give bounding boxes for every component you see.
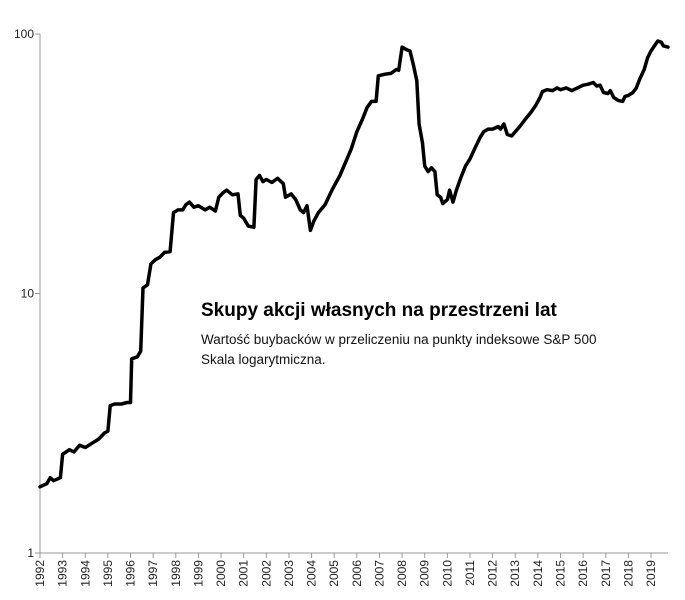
y-tick-label: 10 (21, 287, 35, 301)
x-tick-label: 2005 (327, 560, 341, 587)
x-tick-label: 1999 (191, 560, 205, 587)
x-tick-label: 1992 (33, 560, 47, 587)
x-axis-ticks: 1992 1993 1994 1995 1996 1997 1998 1999 2000 2001… (33, 553, 658, 587)
y-tick-label: 100 (14, 27, 34, 41)
x-tick-label: 2016 (576, 560, 590, 587)
x-tick-label: 2009 (418, 560, 432, 587)
subtitle-line-2: Skala logarytmiczna. (201, 352, 326, 367)
x-tick-label: 2010 (440, 560, 454, 587)
x-tick-label: 2012 (486, 560, 500, 587)
x-tick-label: 2007 (372, 560, 386, 587)
axes (39, 34, 668, 554)
x-tick-label: 2017 (599, 560, 613, 587)
x-tick-label: 2003 (282, 560, 296, 587)
x-tick-label: 2000 (214, 560, 228, 587)
x-tick-label: 2006 (350, 560, 364, 587)
x-tick-label: 1996 (124, 560, 138, 587)
x-tick-label: 1993 (56, 560, 70, 587)
x-tick-label: 2013 (508, 560, 522, 587)
x-tick-label: 1995 (101, 560, 115, 587)
subtitle-line-1: Wartość buybacków w przeliczeniu na punk… (201, 332, 597, 347)
x-tick-label: 2001 (237, 560, 251, 587)
x-tick-label: 2002 (259, 560, 273, 587)
x-tick-label: 2019 (644, 560, 658, 587)
x-tick-label: 1994 (78, 560, 92, 587)
x-tick-label: 1997 (146, 560, 160, 587)
x-tick-label: 2015 (554, 560, 568, 587)
chart-title: Skupy akcji własnych na przestrzeni lat (201, 300, 557, 321)
y-tick-label: 1 (27, 546, 34, 560)
series-line-1 (38, 39, 670, 489)
x-tick-label: 2011 (463, 560, 477, 586)
x-tick-label: 2008 (395, 560, 409, 587)
y-axis-ticks: 1 10 100 (14, 27, 40, 560)
series-layer (38, 39, 670, 489)
x-tick-label: 1998 (169, 560, 183, 587)
x-tick-label: 2014 (531, 560, 545, 587)
x-tick-label: 2004 (305, 560, 319, 587)
chart-subtitle: Wartość buybacków w przeliczeniu na punk… (201, 330, 596, 370)
x-tick-label: 2018 (621, 560, 635, 587)
